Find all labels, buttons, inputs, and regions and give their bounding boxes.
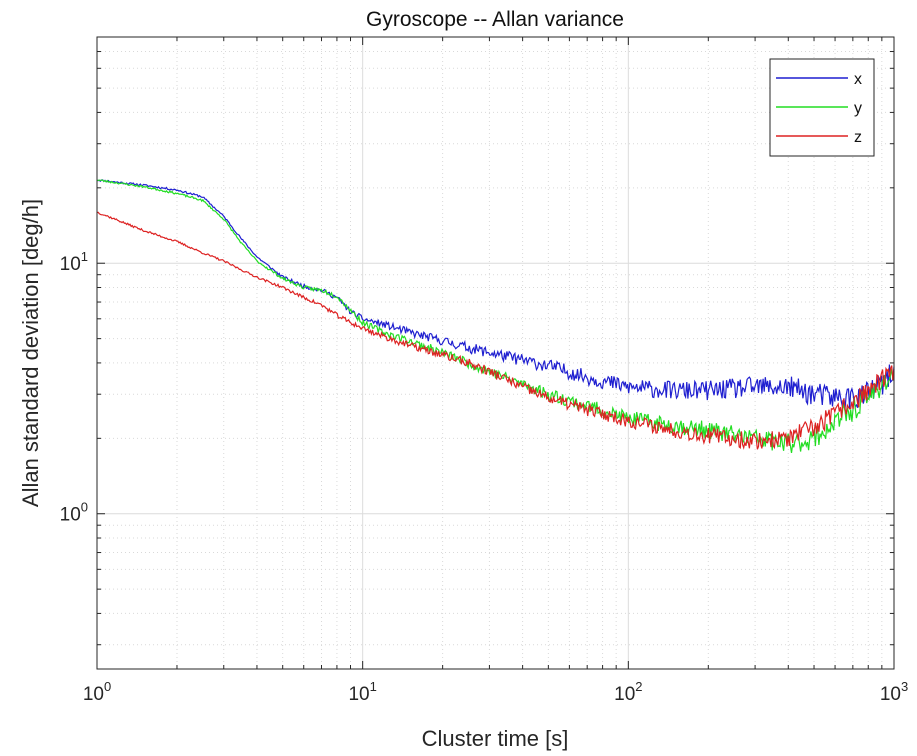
legend-label-y: y [854, 100, 862, 117]
legend-label-z: z [854, 129, 862, 146]
legend: xyz [769, 58, 875, 157]
series-line-x [97, 179, 895, 409]
minor-grid [97, 36, 894, 669]
chart-title: Gyroscope -- Allan variance [366, 8, 624, 31]
x-tick-label: 103 [880, 679, 908, 705]
x-tick-labels: 100 101 102 103 [83, 679, 908, 705]
x-tick-label: 101 [348, 679, 376, 705]
plot-frame [96, 36, 895, 670]
y-tick-labels: 100 101 [60, 249, 88, 526]
plot-area [97, 37, 894, 669]
x-axis-label: Cluster time [s] [422, 726, 569, 751]
axis-ticks [96, 36, 895, 669]
x-tick-label: 102 [614, 679, 642, 705]
series-layer [96, 179, 895, 453]
legend-label-x: x [854, 71, 862, 88]
y-axis-label: Allan standard deviation [deg/h] [18, 199, 43, 507]
series-line-y [96, 179, 895, 453]
series-line-z [96, 211, 895, 450]
x-tick-label: 100 [83, 679, 111, 705]
y-tick-label: 100 [60, 500, 88, 526]
y-tick-label: 101 [60, 249, 88, 275]
